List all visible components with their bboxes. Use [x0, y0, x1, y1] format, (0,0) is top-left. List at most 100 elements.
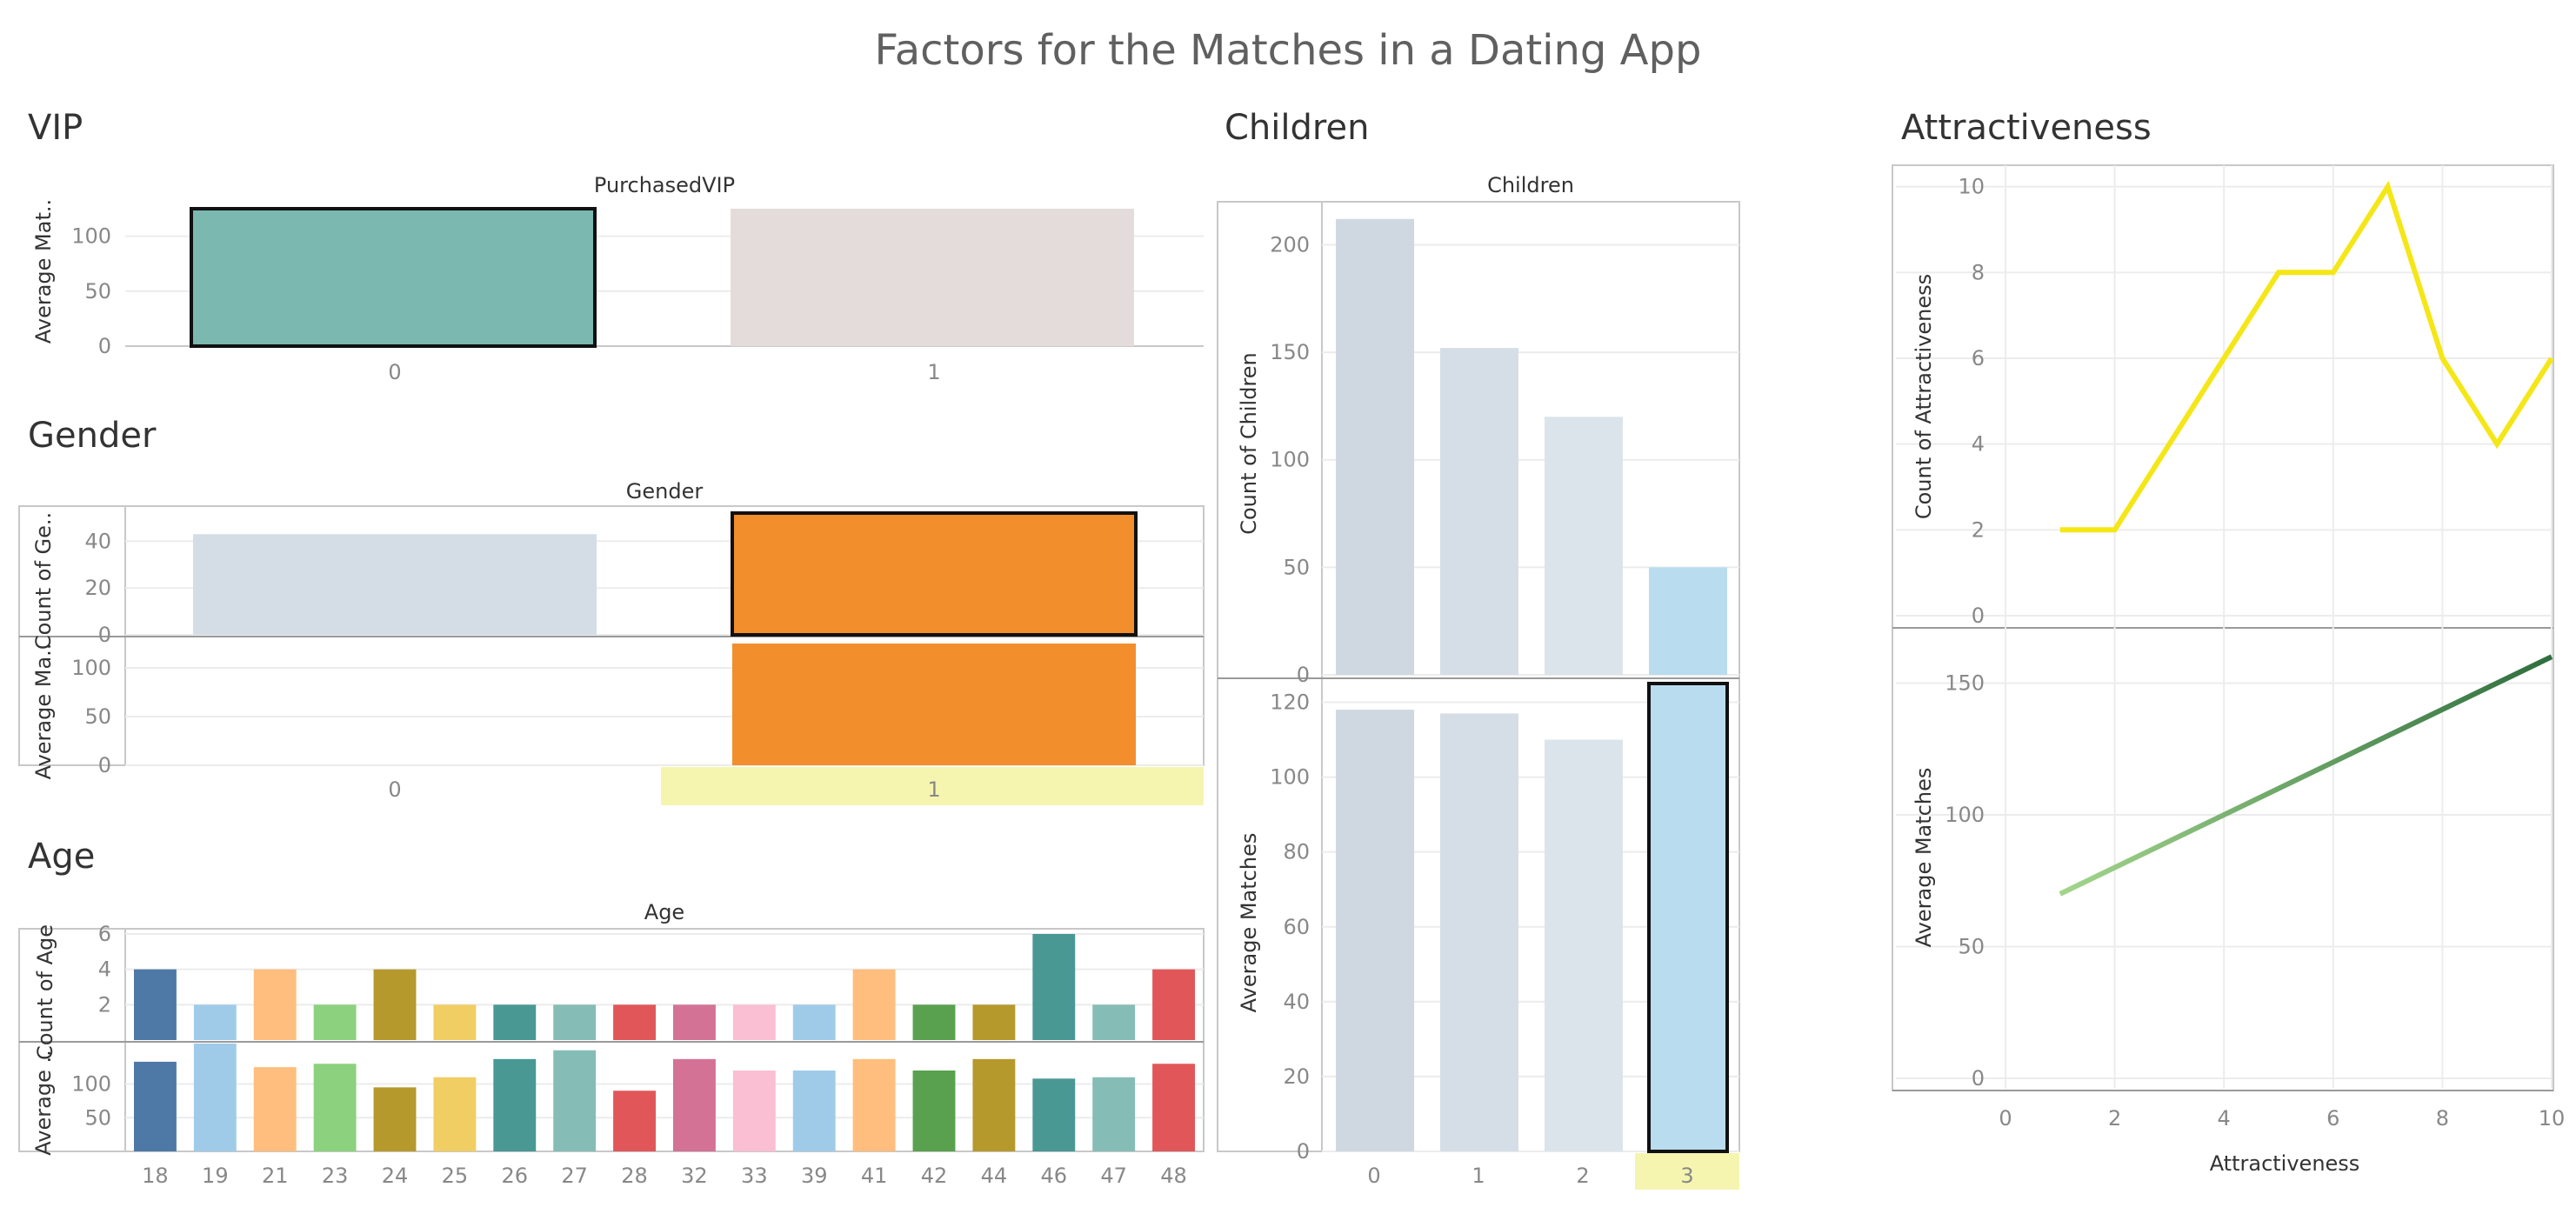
age-bar-26[interactable] — [493, 1058, 537, 1151]
children-bar-2[interactable] — [1545, 417, 1623, 675]
vip-y-axis-label: Average Mat.. — [31, 199, 56, 344]
vip-y-tick-label: 0 — [98, 334, 111, 358]
age-x-tick-label: 32 — [681, 1164, 708, 1188]
age-x-tick-label: 24 — [382, 1164, 409, 1188]
children-y-tick-label: 60 — [1283, 915, 1310, 939]
vip-y-tick-label: 100 — [71, 224, 111, 249]
age-bar-42[interactable] — [912, 1004, 956, 1040]
children-bar-3[interactable] — [1647, 682, 1729, 1153]
section-title-vip: VIP — [28, 108, 83, 148]
age-bar-46[interactable] — [1032, 1078, 1076, 1151]
attractiveness-x-tick-label: 6 — [2326, 1106, 2339, 1131]
gender-bar-0[interactable] — [193, 534, 597, 635]
age-bar-46[interactable] — [1032, 934, 1076, 1040]
children-x-tick-label: 3 — [1680, 1164, 1693, 1188]
age-x-tick-label: 46 — [1041, 1164, 1068, 1188]
children-bar-0[interactable] — [1336, 218, 1414, 676]
gender-y-tick-label: 20 — [84, 576, 111, 600]
age-bar-24[interactable] — [373, 1087, 417, 1151]
age-x-tick-label: 23 — [322, 1164, 349, 1188]
age-bar-27[interactable] — [553, 1004, 597, 1040]
attractiveness-x-tick-label: 2 — [2108, 1106, 2121, 1131]
age-x-tick-label: 18 — [142, 1164, 169, 1188]
age-bar-25[interactable] — [433, 1077, 477, 1151]
average-matches-line[interactable] — [2059, 654, 2553, 897]
age-bar-41[interactable] — [852, 1058, 896, 1151]
section-title-children: Children — [1225, 108, 1369, 148]
gender-x-tick-label: 0 — [388, 777, 401, 802]
children-highlight-band — [1635, 1153, 1739, 1190]
age-bar-48[interactable] — [1152, 1064, 1195, 1151]
attractiveness-y-tick-label: 10 — [1958, 175, 1985, 199]
children-y-tick-label: 80 — [1283, 840, 1310, 864]
attractiveness-y-tick-label: 150 — [1945, 670, 1985, 695]
children-bar-2[interactable] — [1545, 739, 1623, 1151]
children-y-tick-label: 100 — [1270, 765, 1310, 790]
age-bar-18[interactable] — [134, 969, 177, 1040]
age-bar-21[interactable] — [253, 1067, 297, 1151]
attractiveness-x-tick-label: 4 — [2218, 1106, 2231, 1131]
age-bar-19[interactable] — [193, 1004, 237, 1040]
gender-y-tick-label: 0 — [98, 623, 111, 647]
age-bar-42[interactable] — [912, 1071, 956, 1151]
gender-bar-1[interactable] — [732, 644, 1136, 765]
age-bar-23[interactable] — [313, 1004, 357, 1040]
section-title-gender: Gender — [28, 416, 157, 456]
children-bar-1[interactable] — [1440, 713, 1518, 1151]
age-bar-47[interactable] — [1092, 1077, 1136, 1151]
age-bar-19[interactable] — [193, 1044, 237, 1151]
gender-bar-1[interactable] — [731, 511, 1138, 637]
age-bar-26[interactable] — [493, 1004, 537, 1040]
age-bar-27[interactable] — [553, 1050, 597, 1151]
age-bar-25[interactable] — [433, 1004, 477, 1040]
age-bar-18[interactable] — [134, 1061, 177, 1151]
age-bar-28[interactable] — [613, 1004, 656, 1040]
age-bar-32[interactable] — [673, 1004, 716, 1040]
vip-bar-0[interactable] — [190, 207, 597, 348]
children-y-tick-label: 100 — [1270, 448, 1310, 472]
age-bar-44[interactable] — [972, 1004, 1016, 1040]
age-bar-21[interactable] — [253, 969, 297, 1040]
vip-y-tick-label: 50 — [84, 279, 111, 304]
gender-y-tick-label: 50 — [84, 704, 111, 729]
age-bar-48[interactable] — [1152, 969, 1195, 1040]
age-x-tick-label: 28 — [621, 1164, 648, 1188]
column-header: Children — [1487, 173, 1574, 197]
age-y-tick-label: 4 — [98, 957, 111, 982]
count-of-attractiveness-line[interactable] — [2059, 180, 2554, 533]
children-y-axis-label: Count of Children — [1237, 352, 1261, 535]
age-bar-24[interactable] — [373, 969, 417, 1040]
age-y-tick-label: 50 — [84, 1105, 111, 1130]
gender-y-axis-label: Average Ma.. — [31, 644, 56, 780]
age-bar-47[interactable] — [1092, 1004, 1136, 1040]
children-bar-3[interactable] — [1649, 567, 1727, 675]
attractiveness-y-tick-label: 2 — [1972, 517, 1985, 542]
age-y-tick-label: 2 — [98, 992, 111, 1017]
column-header: Age — [644, 900, 684, 924]
age-bar-23[interactable] — [313, 1064, 357, 1151]
age-bar-39[interactable] — [792, 1071, 836, 1151]
attractiveness-y-tick-label: 6 — [1972, 346, 1985, 370]
age-bar-41[interactable] — [852, 969, 896, 1040]
children-bar-0[interactable] — [1336, 710, 1414, 1151]
children-y-tick-label: 0 — [1297, 663, 1310, 687]
age-bar-32[interactable] — [673, 1058, 716, 1151]
vip-bar-1[interactable] — [731, 209, 1134, 346]
age-x-tick-label: 41 — [861, 1164, 888, 1188]
attractiveness-y-tick-label: 0 — [1972, 604, 1985, 628]
vip-x-tick-label: 0 — [388, 360, 401, 384]
attractiveness-y-tick-label: 8 — [1972, 260, 1985, 284]
children-x-tick-label: 1 — [1472, 1164, 1485, 1188]
age-bar-39[interactable] — [792, 1004, 836, 1040]
age-x-tick-label: 39 — [801, 1164, 828, 1188]
age-x-tick-label: 48 — [1160, 1164, 1187, 1188]
children-x-tick-label: 0 — [1367, 1164, 1380, 1188]
age-bar-33[interactable] — [732, 1071, 776, 1151]
age-bar-44[interactable] — [972, 1058, 1016, 1151]
children-bar-1[interactable] — [1440, 348, 1518, 675]
age-x-tick-label: 25 — [442, 1164, 469, 1188]
age-bar-28[interactable] — [613, 1091, 656, 1151]
age-bar-33[interactable] — [732, 1004, 776, 1040]
gender-y-axis-label: Count of Ge.. — [31, 512, 56, 650]
